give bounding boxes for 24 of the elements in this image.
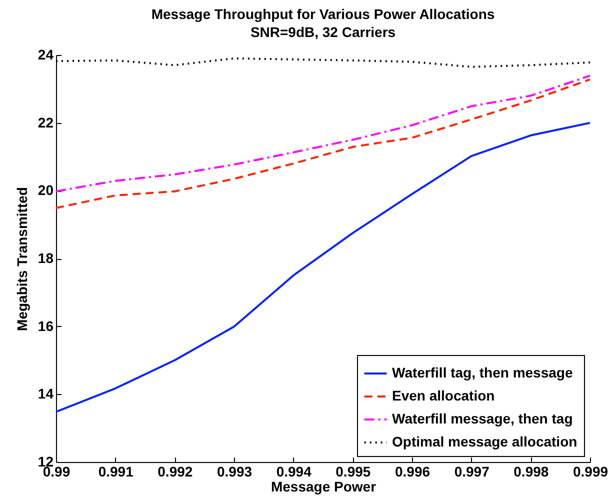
legend-label: Optimal message allocation	[392, 434, 578, 450]
legend-label: Waterfill message, then tag	[392, 410, 573, 426]
x-tick-label: 0.994	[276, 464, 312, 480]
y-tick-label: 14	[38, 386, 54, 402]
x-tick-label: 0.996	[394, 464, 430, 480]
chart-subtitle: SNR=9dB, 32 Carriers	[250, 24, 396, 40]
y-tick-label: 22	[38, 114, 54, 130]
y-tick-label: 24	[38, 46, 54, 62]
x-tick-label: 0.991	[98, 464, 134, 480]
y-tick-label: 18	[38, 250, 54, 266]
chart-title: Message Throughput for Various Power Allocations	[151, 6, 495, 22]
x-tick-label: 0.997	[454, 464, 490, 480]
legend-label: Waterfill tag, then message	[392, 364, 573, 380]
y-tick-label: 20	[38, 182, 54, 198]
x-tick-label: 0.999	[572, 464, 608, 480]
x-axis-title: Message Power	[270, 478, 377, 494]
y-axis-title: Megabits Transmitted	[14, 187, 30, 331]
x-tick-label: 0.992	[158, 464, 193, 480]
x-tick-label: 0.995	[336, 464, 371, 480]
legend-label: Even allocation	[392, 388, 495, 404]
x-tick-label: 0.993	[216, 464, 252, 480]
x-tick-label: 0.998	[514, 464, 549, 480]
line-series	[56, 122, 590, 413]
y-tick-label: 16	[38, 318, 54, 334]
